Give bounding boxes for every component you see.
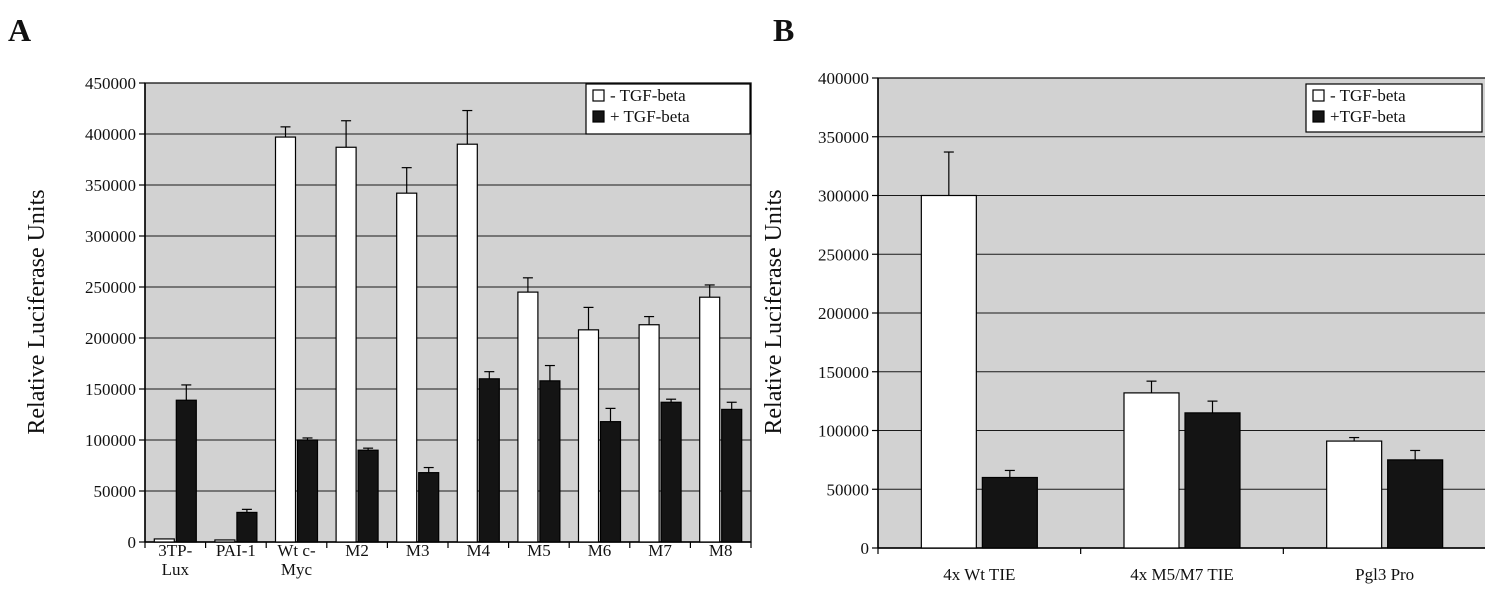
chart-a-category-label: M4 [466, 541, 490, 560]
chart-b-bar-minus [920, 194, 977, 549]
chart-b-ytick-label: 150000 [818, 363, 869, 382]
chart-b-ytick-label: 0 [861, 539, 870, 558]
chart-b-ytick-label: 100000 [818, 422, 869, 441]
chart-a-ytick-label: 100000 [85, 431, 136, 450]
chart-a-bar-minus [577, 329, 600, 543]
chart-a-bar-plus [236, 511, 258, 543]
chart-b-legend-swatch-plus [1312, 110, 1325, 123]
chart-a-legend-label-plus: + TGF-beta [610, 107, 690, 126]
chart-a-legend-box [585, 83, 751, 135]
chart-a-bar-minus [396, 192, 418, 543]
chart-a-category-label: M6 [588, 541, 612, 560]
chart-b-legend-box [1305, 83, 1483, 133]
chart-a-bar-minus [153, 538, 175, 543]
chart-a-bar-minus [214, 539, 236, 543]
chart-a-ytick-label: 450000 [85, 74, 136, 93]
chart-a-bar-plus [175, 399, 197, 543]
chart-a-bar-plus [296, 439, 319, 543]
chart-a-category-label: 3TP- [158, 541, 192, 560]
chart-a-ytick-label: 400000 [85, 125, 136, 144]
chart-a-bar-plus [478, 378, 500, 543]
chart-a-ylabel: Relative Luciferase Units [24, 189, 50, 434]
chart-b-ytick-label: 50000 [827, 480, 870, 499]
chart-a-bar-plus [721, 408, 743, 543]
chart-a-ytick-label: 300000 [85, 227, 136, 246]
chart-b-legend-swatch-minus [1312, 89, 1325, 102]
chart-a-bar-plus [539, 380, 561, 543]
chart-b-category-label: 4x M5/M7 TIE [1130, 565, 1234, 584]
chart-a-bar-plus [418, 472, 440, 543]
chart-a-ytick-label: 150000 [85, 380, 136, 399]
chart-a-ytick-label: 250000 [85, 278, 136, 297]
chart-b-category-label: 4x Wt TIE [943, 565, 1015, 584]
chart-b-ytick-label: 400000 [818, 69, 869, 88]
chart-a-plot-area [144, 82, 752, 543]
chart-a-bar-minus [699, 296, 721, 543]
chart-b-bar-plus [1184, 412, 1241, 549]
chart-a-category-label: M8 [709, 541, 733, 560]
chart-a-legend: - TGF-beta + TGF-beta [585, 83, 751, 135]
chart-a-bar-minus [638, 324, 660, 543]
chart-b-bar-plus [1387, 459, 1444, 549]
chart-a-bar-minus [274, 136, 297, 543]
panel-label-b: B [773, 12, 795, 48]
chart-a-ytick-label: 50000 [94, 482, 137, 501]
chart-b-legend: - TGF-beta +TGF-beta [1305, 83, 1483, 133]
chart-a-bar-minus [517, 291, 539, 543]
chart-a-legend-swatch-plus [592, 110, 605, 123]
chart-b-category-label: Pgl3 Pro [1355, 565, 1414, 584]
chart-a-bar-minus [456, 143, 478, 543]
chart-a-category-label: Myc [281, 560, 313, 579]
chart-a-bar-plus [599, 421, 622, 543]
chart-b-bar-plus [981, 476, 1038, 549]
chart-a-ytick-label: 200000 [85, 329, 136, 348]
chart-a-bar-minus [335, 146, 357, 543]
chart-a: 0 50000 100000 150000 200000 250000 300000 3500… [24, 74, 752, 579]
chart-a-category-label: Lux [162, 560, 190, 579]
chart-b-ytick-label: 250000 [818, 245, 869, 264]
chart-b-ytick-label: 200000 [818, 304, 869, 323]
chart-a-category-label: M3 [406, 541, 430, 560]
chart-a-legend-swatch-minus [592, 89, 605, 102]
chart-a-category-label: M2 [345, 541, 369, 560]
panel-label-a: A [8, 12, 32, 48]
chart-b-bar-minus [1123, 392, 1180, 549]
chart-a-bar-plus [660, 401, 682, 543]
chart-a-category-label: Wt c- [277, 541, 316, 560]
chart-b: 0 50000 100000 150000 200000 250000 300000 3500… [761, 69, 1485, 584]
chart-a-category-label: PAI-1 [216, 541, 256, 560]
chart-a-category-label: M5 [527, 541, 551, 560]
chart-a-bar-plus [357, 449, 379, 543]
chart-a-category-label: M7 [648, 541, 672, 560]
chart-b-legend-label-plus: +TGF-beta [1330, 107, 1406, 126]
chart-a-legend-label-minus: - TGF-beta [610, 86, 686, 105]
chart-a-ytick-label: 350000 [85, 176, 136, 195]
chart-b-ylabel: Relative Luciferase Units [761, 189, 787, 434]
chart-b-bar-minus [1326, 440, 1383, 549]
chart-b-ytick-label: 350000 [818, 128, 869, 147]
chart-b-ytick-label: 300000 [818, 187, 869, 206]
chart-b-legend-label-minus: - TGF-beta [1330, 86, 1406, 105]
chart-a-ytick-label: 0 [128, 533, 137, 552]
